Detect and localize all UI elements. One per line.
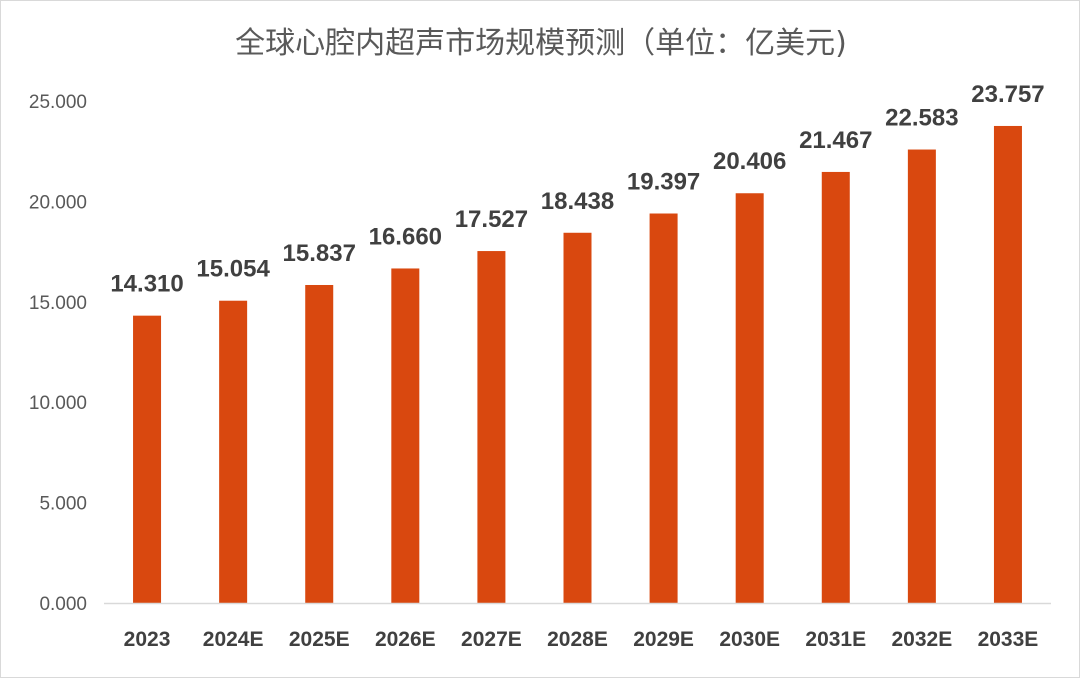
bars: 14.310 15.054 15.837 16.660 17.527 18.438 19.3… xyxy=(110,81,1045,604)
x-tick-label: 2029E xyxy=(633,628,694,651)
bar-2033E xyxy=(993,125,1022,603)
chart-title: 全球心腔内超声市场规模预测（单位：亿美元) xyxy=(235,26,847,61)
x-tick-label: 2033E xyxy=(978,628,1039,651)
x-tick-label: 2023 xyxy=(124,628,171,651)
bar-2024E xyxy=(219,300,248,603)
bar-2026E xyxy=(391,268,420,603)
data-label: 15.054 xyxy=(196,256,270,283)
y-tick-label: 0.000 xyxy=(39,594,87,615)
x-tick-label: 2031E xyxy=(805,628,866,651)
data-label: 18.438 xyxy=(541,188,614,215)
data-label: 15.837 xyxy=(283,240,356,267)
x-tick-label: 2026E xyxy=(375,628,436,651)
x-tick-label: 2024E xyxy=(203,628,264,651)
bar-2027E xyxy=(477,251,506,603)
y-tick-label: 5.000 xyxy=(39,494,87,515)
data-label: 14.310 xyxy=(110,271,183,298)
x-tick-label: 2025E xyxy=(289,628,350,651)
bar-2030E xyxy=(735,193,764,604)
y-tick-label: 25.000 xyxy=(29,92,87,113)
bar-2023 xyxy=(133,315,162,603)
x-tick-label: 2030E xyxy=(719,628,780,651)
x-tick-label: 2027E xyxy=(461,628,522,651)
y-tick-label: 20.000 xyxy=(29,192,87,213)
data-label: 19.397 xyxy=(627,169,700,196)
data-label: 22.583 xyxy=(885,105,958,132)
data-label: 20.406 xyxy=(713,148,786,175)
data-label: 17.527 xyxy=(455,206,528,233)
bar-2029E xyxy=(649,213,678,603)
x-tick-label: 2032E xyxy=(891,628,952,651)
data-label: 23.757 xyxy=(971,81,1044,108)
bar-2031E xyxy=(821,171,850,604)
data-label: 16.660 xyxy=(369,223,442,250)
data-label: 21.467 xyxy=(799,127,872,154)
bar-2032E xyxy=(907,149,936,603)
bar-2028E xyxy=(563,232,592,603)
bar-2025E xyxy=(305,284,334,603)
x-tick-label: 2028E xyxy=(547,628,608,651)
y-tick-label: 15.000 xyxy=(29,293,87,314)
y-tick-label: 10.000 xyxy=(29,393,87,414)
x-axis: 2023 2024E 2025E 2026E 2027E 2028E 2029E 2030E 2… xyxy=(104,602,1051,651)
y-axis: 0.000 5.000 10.000 15.000 20.000 25.000 xyxy=(29,92,87,615)
